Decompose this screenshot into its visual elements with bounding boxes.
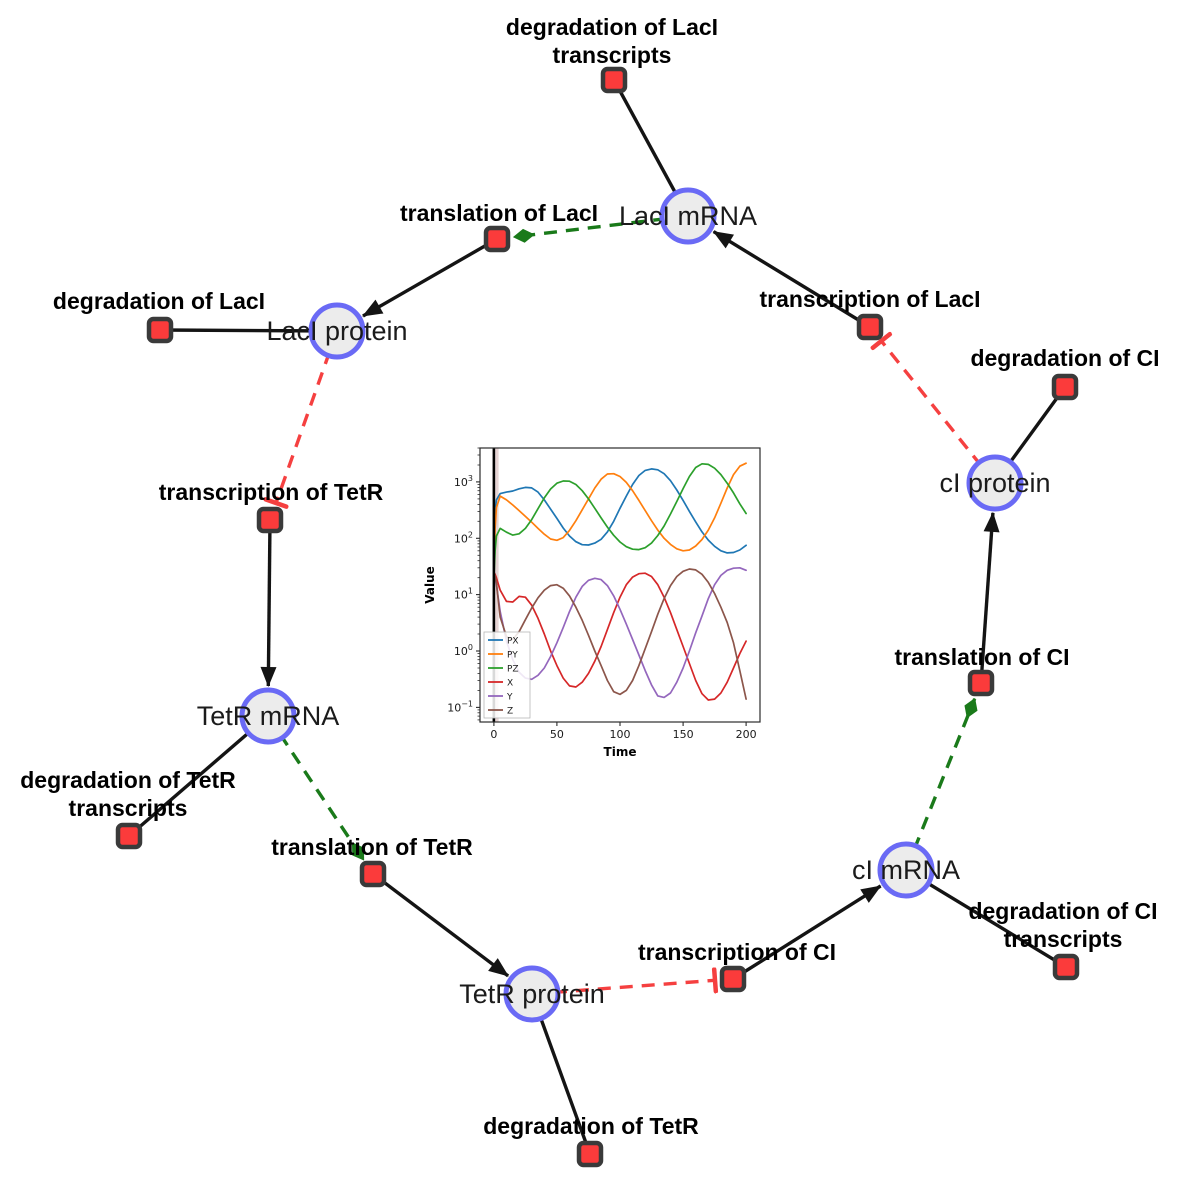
edge-tetR_protein-to-transcription_cI	[531, 980, 715, 996]
species-node-lacI_mRNA[interactable]	[659, 187, 717, 245]
series-PY	[493, 462, 747, 569]
reaction-node-transcription_cI[interactable]	[719, 965, 747, 993]
reaction-node-deg_lacI[interactable]	[146, 316, 174, 344]
reaction-node-translation_lacI[interactable]	[483, 225, 511, 253]
series-X	[493, 571, 747, 701]
species-node-tetR_protein[interactable]	[503, 965, 561, 1023]
edge-cI_mRNA-to-translation_cI	[904, 697, 978, 871]
series-PZ	[493, 462, 747, 579]
series-Z	[493, 568, 747, 700]
series-PX	[493, 468, 747, 554]
species-node-lacI_protein[interactable]	[308, 302, 366, 360]
legend: PX PY PZ XYZ	[483, 631, 531, 719]
series-Y	[493, 566, 747, 699]
edge-transcription_cI-to-cI_mRNA	[732, 884, 882, 981]
reaction-node-translation_cI[interactable]	[967, 669, 995, 697]
time-series-plot-svg: 0 50 100 150 20010−1100101102103TimeValuePXP…	[423, 447, 761, 759]
y-tick-label: 100	[454, 643, 473, 658]
reaction-node-deg_cI_transcripts[interactable]	[1052, 953, 1080, 981]
species-node-tetR_mRNA[interactable]	[239, 687, 297, 745]
y-tick-label: 101	[454, 587, 473, 602]
x-tick-label: 200	[736, 728, 757, 741]
x-tick-label: 50	[550, 728, 564, 741]
edge-translation_lacI-to-lacI_protein	[362, 237, 498, 318]
legend-label-PX: PX	[507, 637, 519, 647]
edge-lacI_protein-to-deg_lacI	[159, 328, 338, 333]
edge-tetR_mRNA-to-translation_tetR	[266, 715, 366, 861]
edge-tetR_mRNA-to-deg_tetR_transcripts	[127, 714, 270, 838]
edge-cI_protein-to-transcription_lacI	[881, 341, 997, 485]
species-node-cI_protein[interactable]	[966, 454, 1024, 512]
reaction-node-deg_cI[interactable]	[1051, 373, 1079, 401]
x-tick-label: 0	[490, 728, 497, 741]
edge-translation_cI-to-cI_protein	[979, 511, 1000, 684]
reaction-node-transcription_lacI[interactable]	[856, 313, 884, 341]
reaction-node-deg_tetR_transcripts[interactable]	[115, 822, 143, 850]
x-tick-label: 150	[673, 728, 694, 741]
reaction-node-deg_lacI_transcripts[interactable]	[600, 66, 628, 94]
y-axis-title: Value	[423, 566, 437, 604]
x-tick-label: 100	[610, 728, 631, 741]
legend-label-Y: Y	[506, 693, 513, 703]
edge-lacI_mRNA-to-translation_lacI	[512, 214, 689, 243]
time-series-plot: 0 50 100 150 200 10−1 100 101 102 103 Time Value PX P…	[420, 430, 792, 774]
reaction-node-deg_tetR[interactable]	[576, 1140, 604, 1168]
y-tick-label: 10−1	[447, 699, 473, 714]
legend-label-Z: Z	[507, 707, 513, 717]
edge-cI_mRNA-to-deg_cI_transcripts	[905, 868, 1067, 969]
legend-label-X: X	[507, 679, 513, 689]
reaction-node-translation_tetR[interactable]	[359, 860, 387, 888]
y-tick-label: 103	[454, 474, 473, 489]
reaction-node-transcription_tetR[interactable]	[256, 506, 284, 534]
legend-label-PZ: PZ	[507, 665, 519, 675]
edge-transcription_lacI-to-lacI_mRNA	[712, 230, 871, 329]
y-tick-label: 102	[454, 530, 473, 545]
species-node-cI_mRNA[interactable]	[877, 841, 935, 899]
edge-lacI_protein-to-transcription_tetR	[276, 330, 339, 503]
legend-label-PY: PY	[507, 651, 518, 661]
edge-transcription_tetR-to-tetR_mRNA	[260, 519, 277, 687]
x-axis-title: Time	[604, 745, 637, 759]
edge-translation_tetR-to-tetR_protein	[371, 872, 510, 978]
